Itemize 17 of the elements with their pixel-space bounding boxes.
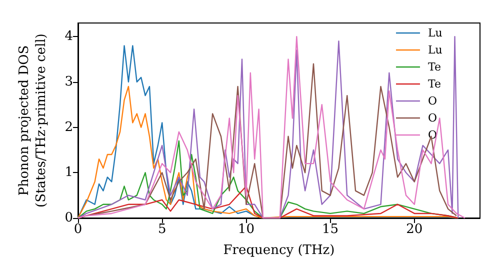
legend-label: O bbox=[428, 112, 438, 124]
x-tick-label: 15 bbox=[322, 222, 339, 237]
y-tick-label: 1 bbox=[64, 165, 73, 180]
y-tick-label: 3 bbox=[64, 74, 73, 90]
x-tick-label: 10 bbox=[238, 222, 254, 237]
legend-label: Te bbox=[428, 78, 441, 90]
legend-label: Te bbox=[428, 60, 441, 74]
y-tick-label: 4 bbox=[64, 29, 73, 44]
x-tick-label: 5 bbox=[158, 222, 166, 237]
x-axis-title: Frequency (THz) bbox=[223, 243, 335, 258]
y-axis-title: Phonon projected DOS (States/THz·primitive cell) bbox=[17, 33, 49, 208]
legend-label: O bbox=[428, 94, 438, 108]
y-tick-label: 0 bbox=[64, 210, 73, 226]
x-tick-label: 20 bbox=[406, 222, 423, 237]
y-tick-label: 2 bbox=[64, 120, 73, 135]
legend-label: Lu bbox=[428, 44, 442, 56]
legend-label: Lu bbox=[428, 26, 442, 40]
